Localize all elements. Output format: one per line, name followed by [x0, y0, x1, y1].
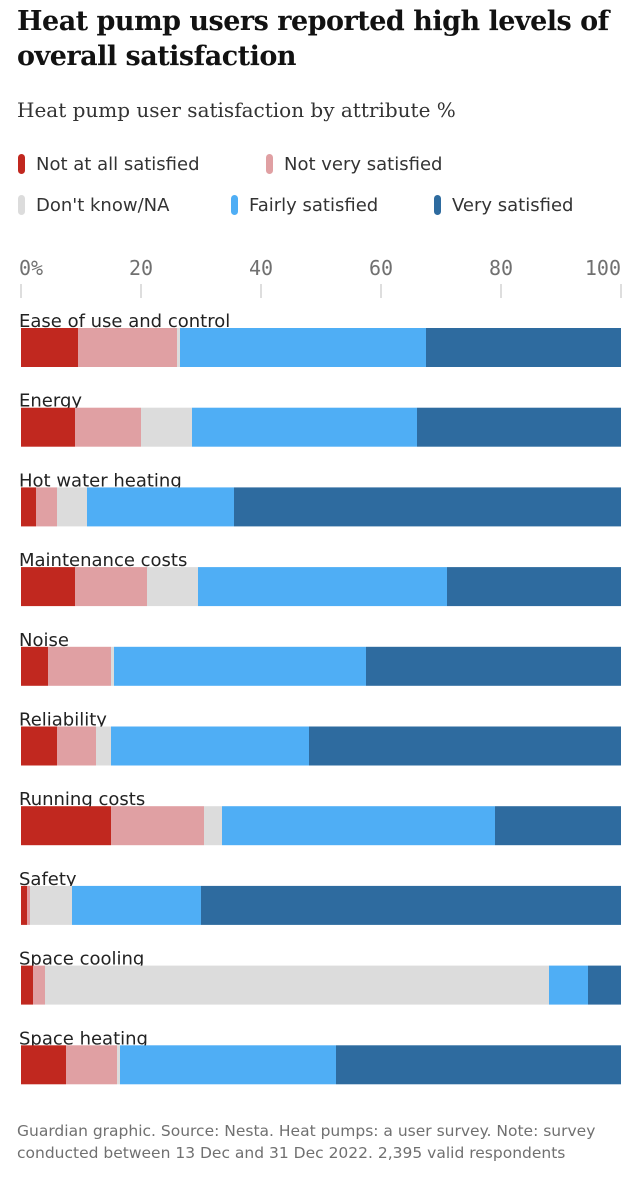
- legend-item-not-at-all-satisfied: Not at all satisfied: [18, 152, 200, 176]
- row-label-reliability: Reliability: [19, 710, 107, 731]
- bar-ease-of-use-and-control-not-very-satisfied: [78, 328, 177, 367]
- legend-label: Not at all satisfied: [36, 153, 200, 175]
- bar-running-costs-don-t-know-na: [204, 806, 222, 846]
- x-tick-label: 100: [585, 256, 621, 280]
- bar-running-costs-not-at-all-satisfied: [21, 806, 111, 846]
- bar-hot-water-heating-not-very-satisfied: [36, 487, 57, 527]
- legend-label: Fairly satisfied: [249, 194, 379, 216]
- bar-noise-not-at-all-satisfied: [21, 646, 48, 686]
- bar-space-heating-not-very-satisfied: [66, 1045, 117, 1085]
- legend-swatch: [266, 154, 273, 174]
- source-note: Guardian graphic. Source: Nesta. Heat pu…: [17, 1122, 596, 1162]
- bar-safety-fairly-satisfied: [72, 885, 201, 925]
- bar-space-cooling-not-at-all-satisfied: [21, 965, 33, 1005]
- bar-noise-don-t-know-na: [111, 646, 114, 686]
- bar-space-heating-don-t-know-na: [117, 1045, 120, 1085]
- stacked-bar-chart: 0% 20 40 60 80 100 Ease of use and control Ener…: [19, 256, 622, 1085]
- legend-swatch: [18, 154, 25, 174]
- legend-item-not-very-satisfied: Not very satisfied: [266, 152, 442, 176]
- bar-ease-of-use-and-control-very-satisfied: [426, 328, 621, 367]
- bar-maintenance-costs-not-very-satisfied: [75, 567, 147, 607]
- x-tick-label: 40: [249, 256, 273, 280]
- bar-maintenance-costs-very-satisfied: [447, 567, 621, 607]
- bar-noise-very-satisfied: [366, 646, 621, 686]
- chart-subtitle: Heat pump user satisfaction by attribute…: [17, 98, 456, 122]
- bar-space-heating-not-at-all-satisfied: [21, 1045, 66, 1085]
- legend-swatch: [18, 195, 25, 215]
- bar-hot-water-heating-very-satisfied: [234, 487, 621, 527]
- bar-maintenance-costs-fairly-satisfied: [198, 567, 447, 607]
- row-label-noise: Noise: [19, 630, 69, 651]
- bar-space-cooling-very-satisfied: [588, 965, 621, 1005]
- bar-energy-fairly-satisfied: [192, 407, 417, 447]
- legend-item-dont-know: Don't know/NA: [18, 193, 169, 217]
- legend-label: Don't know/NA: [36, 194, 170, 216]
- bar-energy-very-satisfied: [417, 407, 621, 447]
- row-label-energy: Energy: [19, 391, 82, 412]
- legend-swatch: [434, 195, 441, 215]
- legend-item-very-satisfied: Very satisfied: [434, 193, 573, 217]
- bar-hot-water-heating-not-at-all-satisfied: [21, 487, 36, 527]
- bar-energy-don-t-know-na: [141, 407, 192, 447]
- bar-noise-not-very-satisfied: [48, 646, 111, 686]
- bar-ease-of-use-and-control-don-t-know-na: [177, 328, 180, 367]
- bar-space-cooling-fairly-satisfied: [549, 965, 588, 1005]
- bar-safety-not-very-satisfied: [27, 885, 30, 925]
- bar-space-cooling-not-very-satisfied: [33, 965, 45, 1005]
- bar-space-cooling-don-t-know-na: [45, 965, 549, 1005]
- bar-reliability-very-satisfied: [309, 726, 621, 766]
- row-label-ease-of-use-and-control: Ease of use and control: [19, 311, 230, 332]
- bar-running-costs-very-satisfied: [495, 806, 621, 846]
- bar-space-heating-fairly-satisfied: [120, 1045, 336, 1085]
- bar-ease-of-use-and-control-not-at-all-satisfied: [21, 328, 78, 367]
- legend-swatch: [231, 195, 238, 215]
- x-tick-label: 60: [369, 256, 393, 280]
- bar-safety-very-satisfied: [201, 885, 621, 925]
- bar-maintenance-costs-not-at-all-satisfied: [21, 567, 75, 607]
- bar-running-costs-fairly-satisfied: [222, 806, 495, 846]
- bar-safety-don-t-know-na: [30, 885, 72, 925]
- bar-space-heating-very-satisfied: [336, 1045, 621, 1085]
- x-tick-label: 0%: [19, 256, 43, 280]
- bar-reliability-don-t-know-na: [96, 726, 111, 766]
- bar-energy-not-very-satisfied: [75, 407, 141, 447]
- row-label-space-heating: Space heating: [19, 1028, 148, 1049]
- x-tick-label: 80: [489, 256, 513, 280]
- row-label-space-cooling: Space cooling: [19, 949, 144, 970]
- bar-ease-of-use-and-control-fairly-satisfied: [180, 328, 426, 367]
- bar-reliability-not-very-satisfied: [57, 726, 96, 766]
- bar-maintenance-costs-don-t-know-na: [147, 567, 198, 607]
- bar-energy-not-at-all-satisfied: [21, 407, 75, 447]
- headline: Heat pump users reported high levels of …: [17, 6, 609, 72]
- row-label-hot-water-heating: Hot water heating: [19, 470, 182, 491]
- row-label-safety: Safety: [19, 869, 77, 890]
- row-label-running-costs: Running costs: [19, 789, 145, 810]
- legend-label: Not very satisfied: [284, 153, 443, 175]
- bar-hot-water-heating-don-t-know-na: [57, 487, 87, 527]
- bar-noise-fairly-satisfied: [114, 646, 366, 686]
- bar-running-costs-not-very-satisfied: [111, 806, 204, 846]
- bar-reliability-not-at-all-satisfied: [21, 726, 57, 766]
- x-tick-label: 20: [129, 256, 153, 280]
- legend-label: Very satisfied: [452, 194, 574, 216]
- bar-hot-water-heating-fairly-satisfied: [87, 487, 234, 527]
- legend-item-fairly-satisfied: Fairly satisfied: [231, 193, 378, 217]
- bar-safety-not-at-all-satisfied: [21, 885, 27, 925]
- row-label-maintenance-costs: Maintenance costs: [19, 550, 187, 571]
- bar-reliability-fairly-satisfied: [111, 726, 309, 766]
